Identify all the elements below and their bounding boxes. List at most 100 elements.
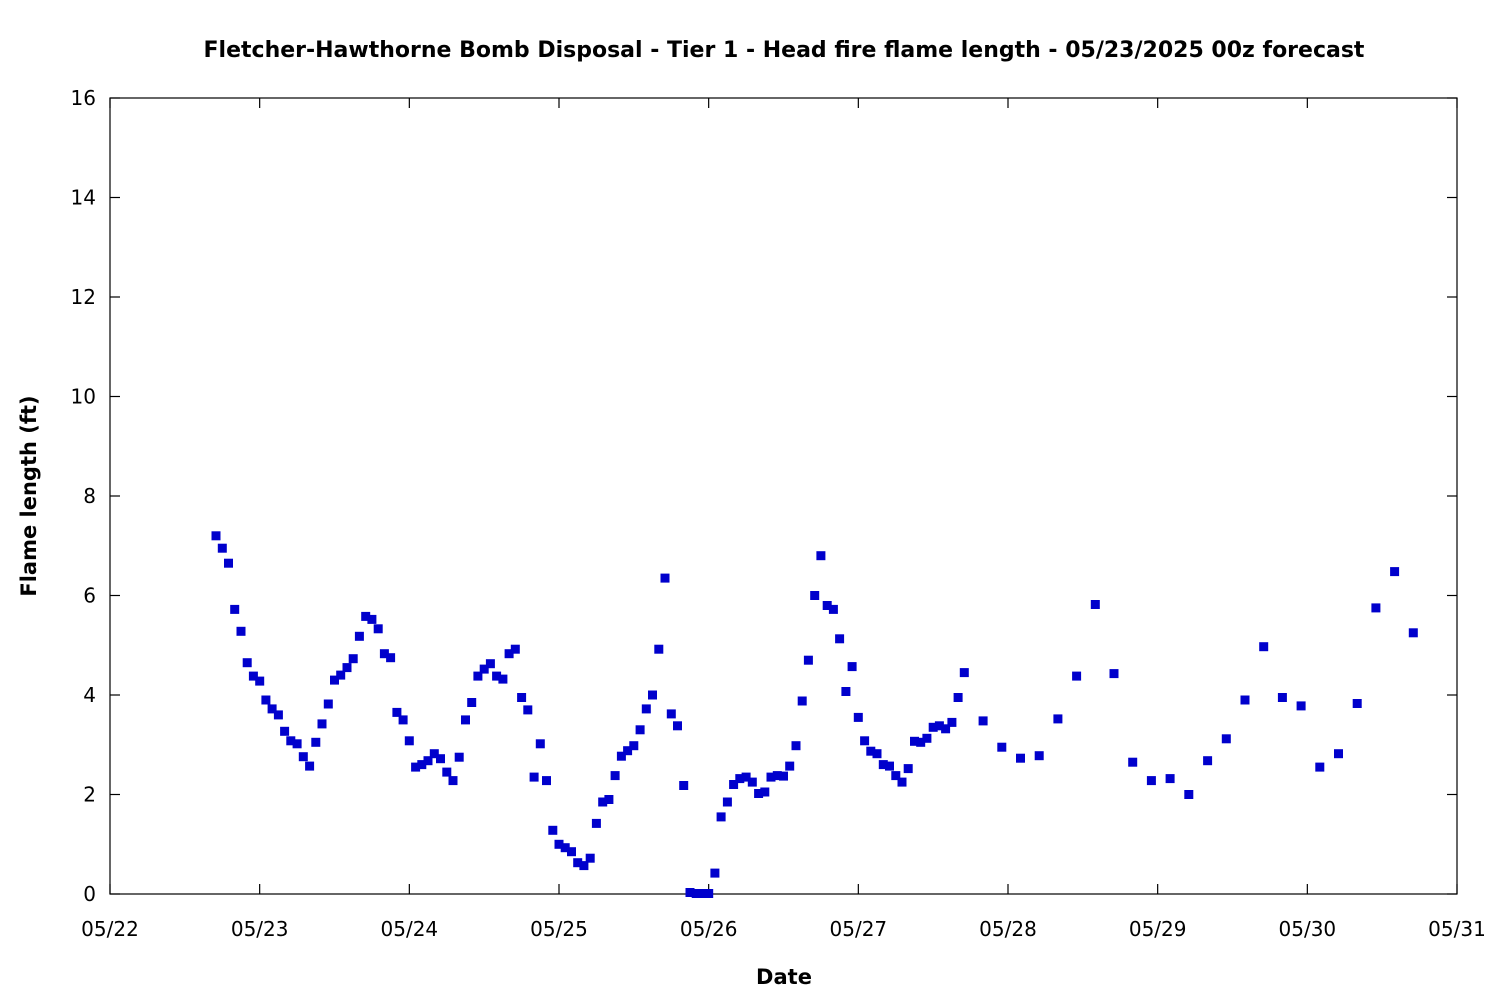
chart-title: Fletcher-Hawthorne Bomb Disposal - Tier … xyxy=(204,38,1365,63)
data-point xyxy=(704,889,714,898)
data-point xyxy=(1184,790,1194,799)
data-point xyxy=(779,771,788,781)
data-point xyxy=(766,772,776,782)
data-point xyxy=(585,853,595,863)
data-point xyxy=(1203,756,1213,766)
data-point xyxy=(404,736,414,746)
x-axis: 05/22 05/23 05/24 05/25 05/26 05/27 05/28 05/29… xyxy=(81,98,1486,941)
data-point xyxy=(392,707,402,717)
x-tick-label: 05/22 xyxy=(81,917,139,941)
data-point xyxy=(1296,701,1306,711)
x-tick-label: 05/26 xyxy=(680,917,738,941)
data-point xyxy=(903,764,913,774)
data-point xyxy=(461,715,470,725)
data-point xyxy=(785,761,795,771)
data-point xyxy=(1053,714,1063,724)
data-point xyxy=(273,710,283,720)
data-point xyxy=(317,719,327,729)
data-point xyxy=(492,671,502,681)
data-point xyxy=(897,777,907,787)
y-tick-label: 0 xyxy=(83,882,96,906)
data-point xyxy=(591,818,601,828)
data-point xyxy=(423,756,433,766)
data-point xyxy=(236,626,246,636)
data-point xyxy=(959,668,969,678)
data-point xyxy=(822,601,832,610)
data-point xyxy=(1165,774,1175,784)
data-point xyxy=(803,655,813,665)
data-point xyxy=(517,693,527,702)
data-point xyxy=(810,591,820,600)
data-point xyxy=(1277,693,1287,702)
data-point xyxy=(417,760,427,770)
data-point xyxy=(217,543,227,553)
data-point xyxy=(323,699,333,709)
data-point xyxy=(348,654,358,664)
data-point xyxy=(579,861,589,871)
data-point xyxy=(691,889,701,898)
x-tick-label: 05/31 xyxy=(1428,917,1486,941)
data-point xyxy=(498,674,508,684)
data-point xyxy=(485,659,495,669)
data-point xyxy=(866,746,876,756)
y-tick-label: 8 xyxy=(83,484,96,508)
data-point xyxy=(635,725,645,735)
data-point xyxy=(891,771,901,781)
x-tick-label: 05/30 xyxy=(1279,917,1337,941)
data-point xyxy=(535,739,545,749)
data-point xyxy=(248,671,258,681)
data-point xyxy=(654,644,664,654)
data-point xyxy=(523,705,533,715)
data-point xyxy=(791,741,801,751)
data-points xyxy=(211,531,1418,898)
data-point xyxy=(953,693,963,702)
data-point xyxy=(292,739,302,749)
data-point xyxy=(442,767,452,777)
data-point xyxy=(679,781,689,790)
data-point xyxy=(379,649,389,659)
data-point xyxy=(847,662,857,672)
x-tick-label: 05/25 xyxy=(530,917,588,941)
data-point xyxy=(211,531,221,541)
data-point xyxy=(454,752,464,762)
data-point xyxy=(1221,734,1231,744)
data-point xyxy=(1128,757,1138,767)
data-point xyxy=(261,695,271,705)
data-point xyxy=(660,573,670,583)
x-axis-label: Date xyxy=(756,965,812,989)
data-point xyxy=(386,653,396,663)
data-point xyxy=(716,812,726,822)
y-axis: 0 2 4 6 8 10 12 14 16 xyxy=(71,86,1457,906)
data-point xyxy=(772,771,782,781)
x-tick-label: 05/23 xyxy=(231,917,289,941)
data-point xyxy=(916,737,926,747)
data-point xyxy=(741,772,751,782)
data-point xyxy=(754,789,764,798)
data-point xyxy=(1034,751,1044,761)
data-point xyxy=(860,736,870,746)
data-point xyxy=(648,690,657,700)
data-point xyxy=(816,551,826,561)
data-point xyxy=(1146,776,1156,786)
data-point xyxy=(479,664,489,674)
data-point xyxy=(710,868,720,878)
data-point xyxy=(280,726,290,736)
data-point xyxy=(1016,753,1025,763)
data-point xyxy=(573,858,583,868)
data-point xyxy=(567,847,576,857)
data-point xyxy=(267,704,277,714)
data-point xyxy=(928,722,938,732)
data-point xyxy=(367,614,377,624)
data-point xyxy=(1240,695,1250,705)
data-point xyxy=(610,771,620,781)
data-point xyxy=(722,797,732,807)
data-point xyxy=(1390,567,1400,577)
data-point xyxy=(560,843,570,853)
data-point xyxy=(473,671,483,681)
data-point xyxy=(542,776,551,786)
data-point xyxy=(910,736,919,746)
data-point xyxy=(1109,669,1119,679)
data-point xyxy=(467,698,477,707)
data-point xyxy=(448,776,458,786)
